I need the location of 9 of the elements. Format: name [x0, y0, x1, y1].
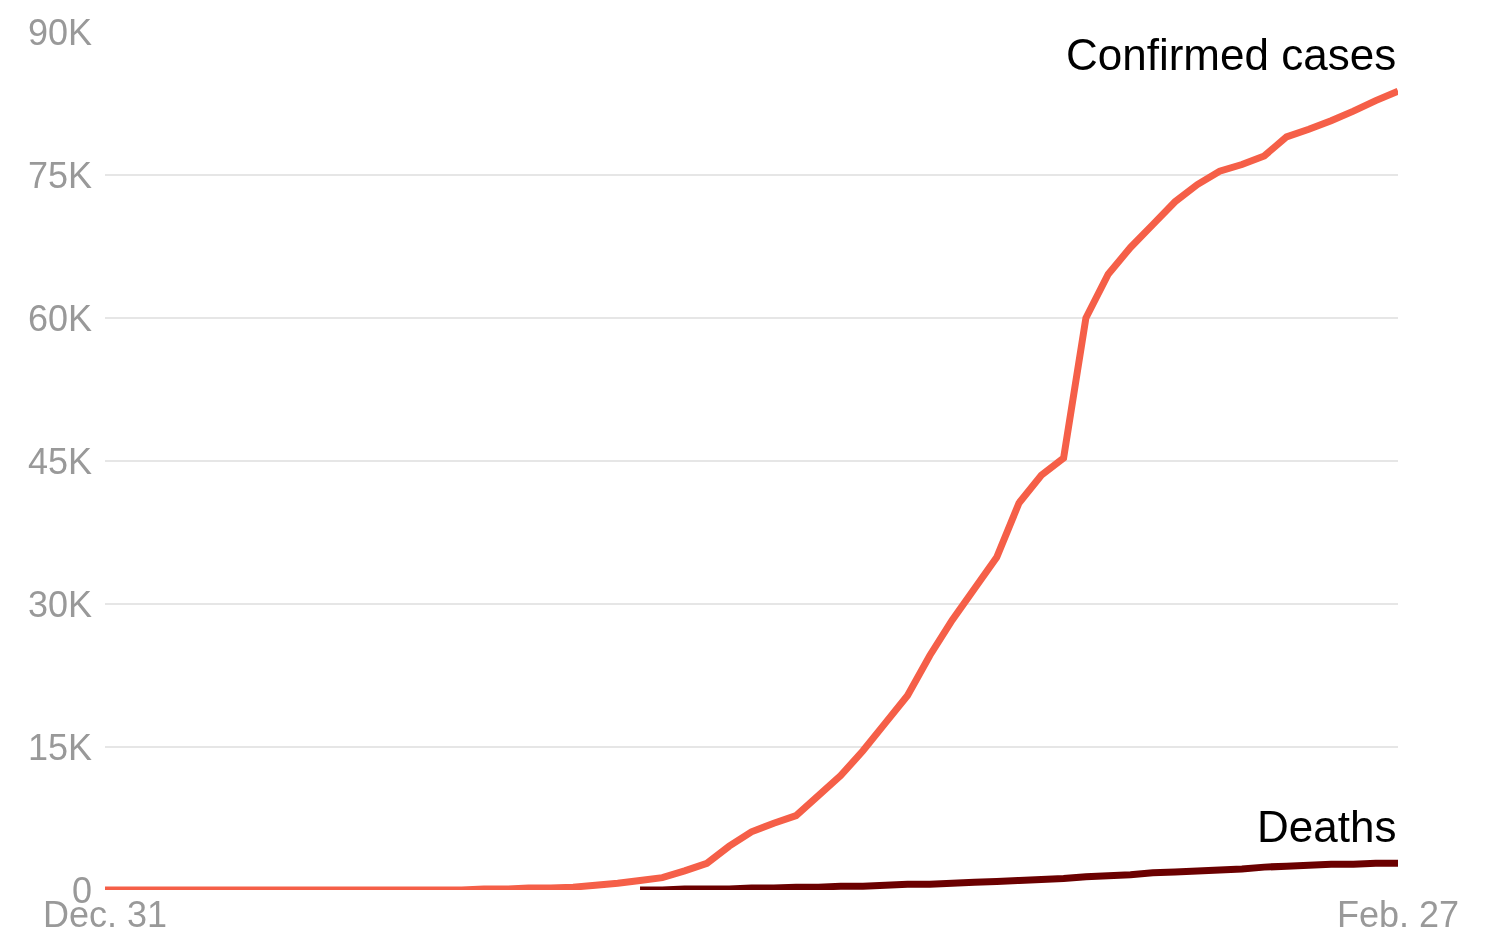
y-tick-label: 15K — [27, 726, 92, 768]
series-label: Deaths — [1257, 802, 1397, 851]
y-tick-label: 75K — [27, 154, 92, 196]
y-tick-label: 30K — [27, 583, 92, 625]
series-label: Confirmed cases — [1066, 30, 1397, 79]
y-tick-label: 90K — [27, 11, 92, 53]
y-tick-label: 60K — [27, 297, 92, 339]
x-tick-label: Feb. 27 — [1336, 894, 1460, 935]
y-tick-label: 45K — [27, 440, 92, 482]
